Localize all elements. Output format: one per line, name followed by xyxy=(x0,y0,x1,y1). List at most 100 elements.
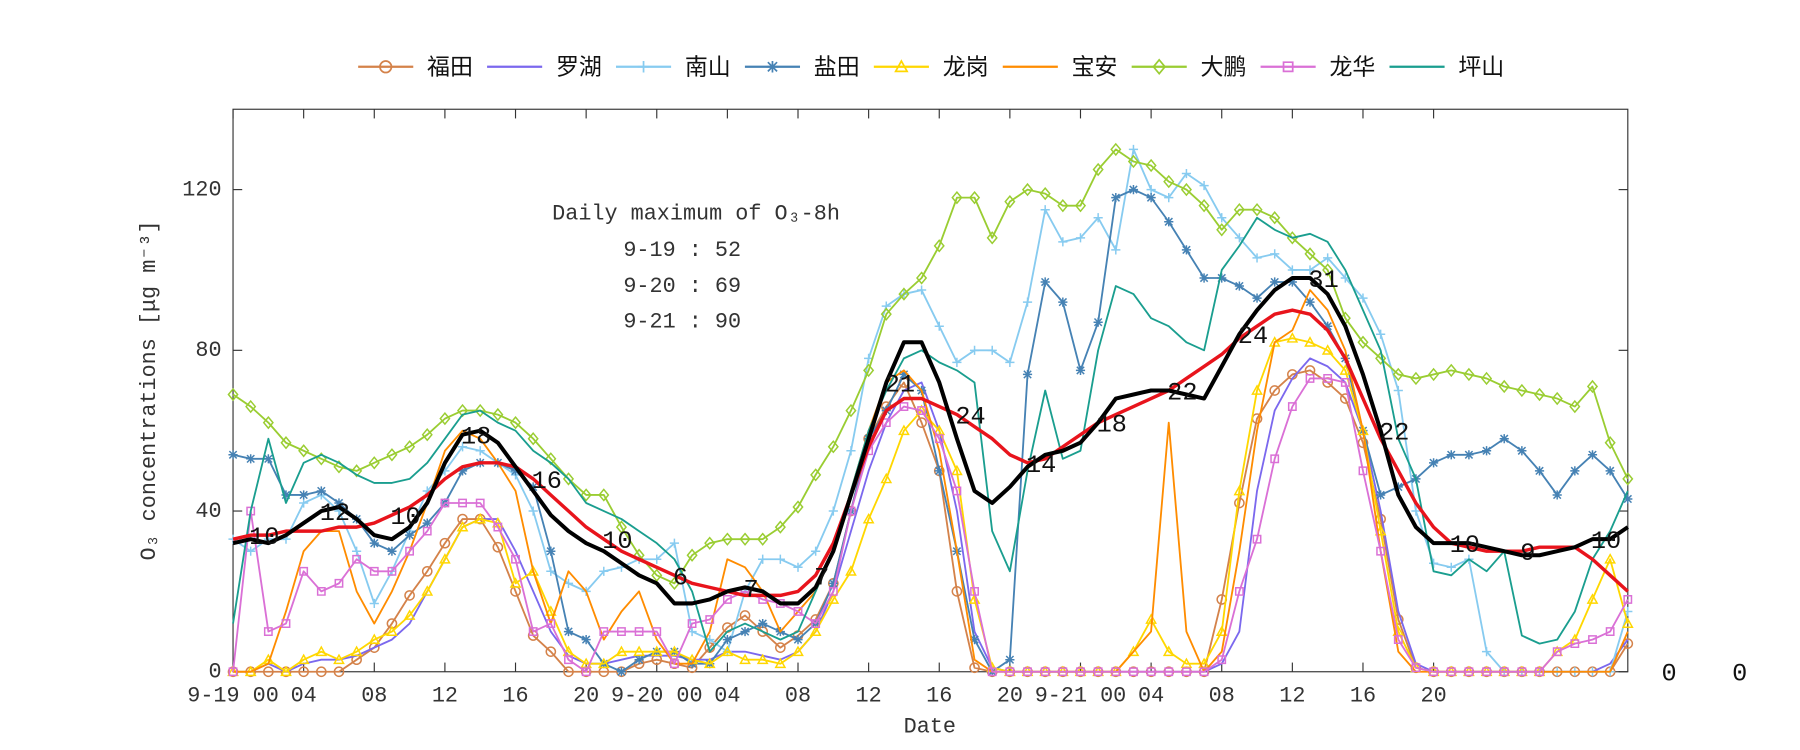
point-label: 7 xyxy=(814,563,829,592)
data-marker xyxy=(1093,317,1103,327)
data-marker xyxy=(1570,466,1580,476)
data-marker xyxy=(563,626,574,637)
data-marker xyxy=(527,432,539,446)
data-marker xyxy=(1162,645,1175,657)
data-marker xyxy=(334,498,344,508)
data-marker xyxy=(1252,293,1262,303)
data-marker xyxy=(439,411,451,426)
data-marker xyxy=(1040,277,1050,287)
data-marker xyxy=(1093,667,1103,677)
data-marker xyxy=(916,271,928,285)
data-marker xyxy=(1251,203,1263,217)
data-marker xyxy=(757,626,769,637)
data-marker xyxy=(1234,233,1244,243)
data-marker xyxy=(615,520,628,534)
data-marker xyxy=(1429,558,1439,568)
data-marker xyxy=(440,498,450,508)
data-marker xyxy=(899,402,909,411)
data-marker xyxy=(951,190,963,205)
data-marker xyxy=(280,436,292,450)
data-marker xyxy=(1127,645,1140,657)
data-marker xyxy=(228,667,238,677)
data-marker xyxy=(721,532,733,546)
data-marker xyxy=(987,667,997,677)
legend-marker xyxy=(894,59,909,73)
data-marker xyxy=(1040,205,1050,215)
data-marker xyxy=(527,565,540,576)
data-marker xyxy=(493,522,503,532)
data-marker xyxy=(1464,450,1474,460)
data-marker xyxy=(350,645,363,657)
data-marker xyxy=(1604,436,1616,450)
x-tick-label: 08 xyxy=(361,684,387,709)
data-marker xyxy=(969,635,980,645)
data-marker xyxy=(1392,367,1404,382)
legend-label: 大鹏 xyxy=(1201,54,1247,80)
data-marker xyxy=(1321,344,1334,355)
data-marker xyxy=(546,619,556,628)
data-marker xyxy=(1287,402,1297,411)
data-marker xyxy=(1358,466,1368,476)
data-marker xyxy=(387,546,397,556)
data-marker xyxy=(1569,399,1581,414)
series-line xyxy=(232,216,1629,653)
data-marker xyxy=(1092,162,1104,177)
note-line: 9-19 : 52 xyxy=(623,238,741,263)
data-marker xyxy=(1446,667,1456,677)
point-label: 9 xyxy=(1520,539,1535,568)
data-marker xyxy=(545,452,557,466)
x-tick-label: 9-21 00 xyxy=(1035,684,1127,709)
data-marker xyxy=(334,578,344,588)
data-marker xyxy=(1357,437,1369,448)
data-marker xyxy=(1093,213,1103,223)
data-marker xyxy=(1446,562,1456,572)
data-marker xyxy=(563,666,574,678)
data-marker xyxy=(1199,667,1209,677)
data-marker xyxy=(599,627,609,636)
data-marker xyxy=(280,665,292,677)
data-marker xyxy=(1021,182,1034,197)
x-tick-label: 08 xyxy=(785,684,811,709)
data-marker xyxy=(1111,193,1121,203)
data-marker xyxy=(474,403,486,418)
data-marker xyxy=(369,598,379,609)
data-marker xyxy=(898,287,910,301)
point-label: 10 xyxy=(1591,527,1621,556)
data-marker xyxy=(404,440,416,454)
data-marker xyxy=(1111,245,1121,255)
data-marker xyxy=(298,444,310,458)
data-marker xyxy=(1164,193,1174,203)
y-tick-label: 120 xyxy=(182,177,221,202)
data-marker xyxy=(651,568,663,582)
x-axis-label: Date xyxy=(904,715,956,740)
data-marker xyxy=(580,488,592,502)
data-marker xyxy=(704,536,716,550)
legend-marker xyxy=(1152,58,1167,76)
data-marker xyxy=(1111,667,1121,677)
data-marker xyxy=(1005,357,1015,367)
data-marker xyxy=(245,399,257,414)
data-marker xyxy=(422,526,432,536)
data-marker xyxy=(968,190,981,205)
data-marker xyxy=(1076,667,1085,677)
data-marker xyxy=(1074,199,1087,213)
data-marker xyxy=(933,239,945,253)
point-label: 22 xyxy=(1379,419,1409,448)
data-marker xyxy=(422,518,432,528)
data-marker xyxy=(1357,335,1369,349)
data-marker xyxy=(315,666,327,678)
data-marker xyxy=(1623,595,1633,604)
data-marker xyxy=(951,464,963,476)
data-marker xyxy=(1621,617,1634,628)
x-tick-label: 12 xyxy=(856,684,882,709)
data-marker xyxy=(952,486,962,496)
data-marker xyxy=(1304,247,1316,261)
x-tick-label: 16 xyxy=(502,684,528,709)
data-marker xyxy=(1552,490,1562,500)
data-marker xyxy=(1411,663,1421,673)
data-marker xyxy=(986,231,998,245)
data-marker xyxy=(421,566,433,577)
legend-label: 罗湖 xyxy=(556,54,602,80)
data-marker xyxy=(1058,297,1068,307)
data-marker xyxy=(1393,635,1403,645)
